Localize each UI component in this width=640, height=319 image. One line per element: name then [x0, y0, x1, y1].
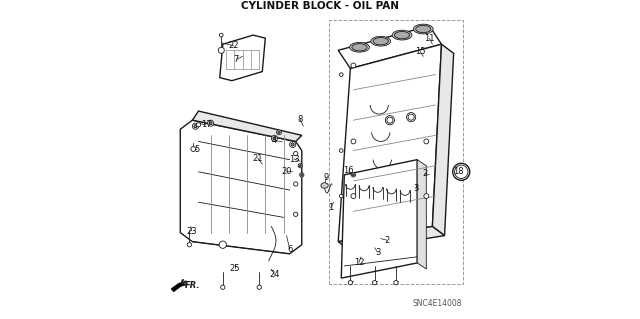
Polygon shape [433, 44, 454, 236]
Circle shape [339, 149, 343, 152]
Ellipse shape [352, 44, 367, 51]
Circle shape [299, 165, 301, 167]
Circle shape [196, 122, 200, 127]
Ellipse shape [371, 36, 390, 46]
Text: 3: 3 [375, 248, 380, 257]
Circle shape [452, 163, 470, 180]
Text: 2: 2 [422, 169, 428, 178]
Text: 2: 2 [384, 236, 390, 245]
Text: CYLINDER BLOCK - OIL PAN: CYLINDER BLOCK - OIL PAN [241, 1, 399, 11]
Circle shape [290, 141, 296, 147]
Circle shape [353, 174, 355, 176]
Circle shape [207, 120, 214, 126]
Circle shape [276, 130, 282, 135]
Text: FR.: FR. [185, 281, 200, 290]
Circle shape [294, 182, 298, 186]
Text: 24: 24 [269, 270, 280, 279]
Text: 8: 8 [298, 115, 303, 124]
Circle shape [301, 174, 303, 176]
Text: 11: 11 [424, 33, 435, 43]
Circle shape [424, 139, 429, 144]
Circle shape [351, 139, 356, 144]
Circle shape [387, 117, 393, 123]
Circle shape [294, 152, 298, 156]
Polygon shape [338, 26, 442, 69]
Circle shape [424, 194, 429, 198]
Circle shape [221, 285, 225, 289]
Circle shape [278, 131, 280, 134]
Circle shape [273, 137, 276, 140]
Text: 20: 20 [282, 167, 292, 176]
Text: 9: 9 [323, 173, 329, 182]
Circle shape [191, 147, 196, 152]
Circle shape [454, 165, 468, 179]
Polygon shape [180, 120, 302, 254]
Polygon shape [193, 111, 302, 141]
Ellipse shape [413, 24, 433, 34]
Ellipse shape [373, 38, 388, 45]
Text: 23: 23 [186, 226, 197, 235]
Text: 6: 6 [287, 245, 292, 254]
Circle shape [219, 241, 227, 249]
Text: 21: 21 [252, 154, 263, 163]
Polygon shape [341, 160, 417, 278]
Text: 13: 13 [289, 154, 300, 164]
Text: 25: 25 [230, 264, 240, 273]
Circle shape [406, 113, 416, 122]
Circle shape [271, 135, 278, 141]
Circle shape [300, 173, 304, 177]
Text: 7: 7 [234, 55, 239, 64]
Text: 18: 18 [453, 167, 463, 176]
Circle shape [351, 194, 356, 198]
Polygon shape [417, 160, 426, 269]
Text: 12: 12 [354, 258, 364, 267]
Circle shape [372, 280, 377, 285]
Text: 15: 15 [415, 47, 426, 56]
Circle shape [385, 115, 394, 125]
Ellipse shape [392, 30, 412, 40]
Polygon shape [220, 35, 266, 81]
Circle shape [209, 122, 212, 125]
Text: 16: 16 [344, 167, 354, 175]
Circle shape [220, 33, 223, 37]
Circle shape [394, 280, 398, 285]
Circle shape [193, 123, 198, 129]
Text: 5: 5 [195, 145, 200, 154]
Circle shape [351, 173, 356, 177]
Text: 22: 22 [228, 41, 239, 50]
Polygon shape [338, 44, 442, 242]
Circle shape [291, 143, 294, 146]
Circle shape [294, 212, 298, 217]
Text: 4: 4 [272, 136, 277, 145]
Circle shape [348, 280, 353, 285]
Ellipse shape [394, 32, 410, 39]
Circle shape [298, 164, 302, 168]
Text: SNC4E14008: SNC4E14008 [412, 300, 461, 308]
Circle shape [188, 242, 191, 247]
Circle shape [194, 125, 197, 128]
Polygon shape [171, 283, 182, 292]
Circle shape [351, 63, 356, 68]
Text: 3: 3 [413, 184, 419, 193]
Text: 1: 1 [328, 203, 333, 212]
Text: 17: 17 [201, 120, 211, 129]
Circle shape [257, 285, 261, 289]
Circle shape [339, 73, 343, 77]
Ellipse shape [321, 183, 328, 188]
Circle shape [408, 114, 414, 120]
Circle shape [218, 47, 224, 53]
Ellipse shape [416, 26, 431, 33]
Circle shape [339, 194, 343, 198]
Polygon shape [338, 226, 445, 251]
Ellipse shape [349, 42, 369, 52]
